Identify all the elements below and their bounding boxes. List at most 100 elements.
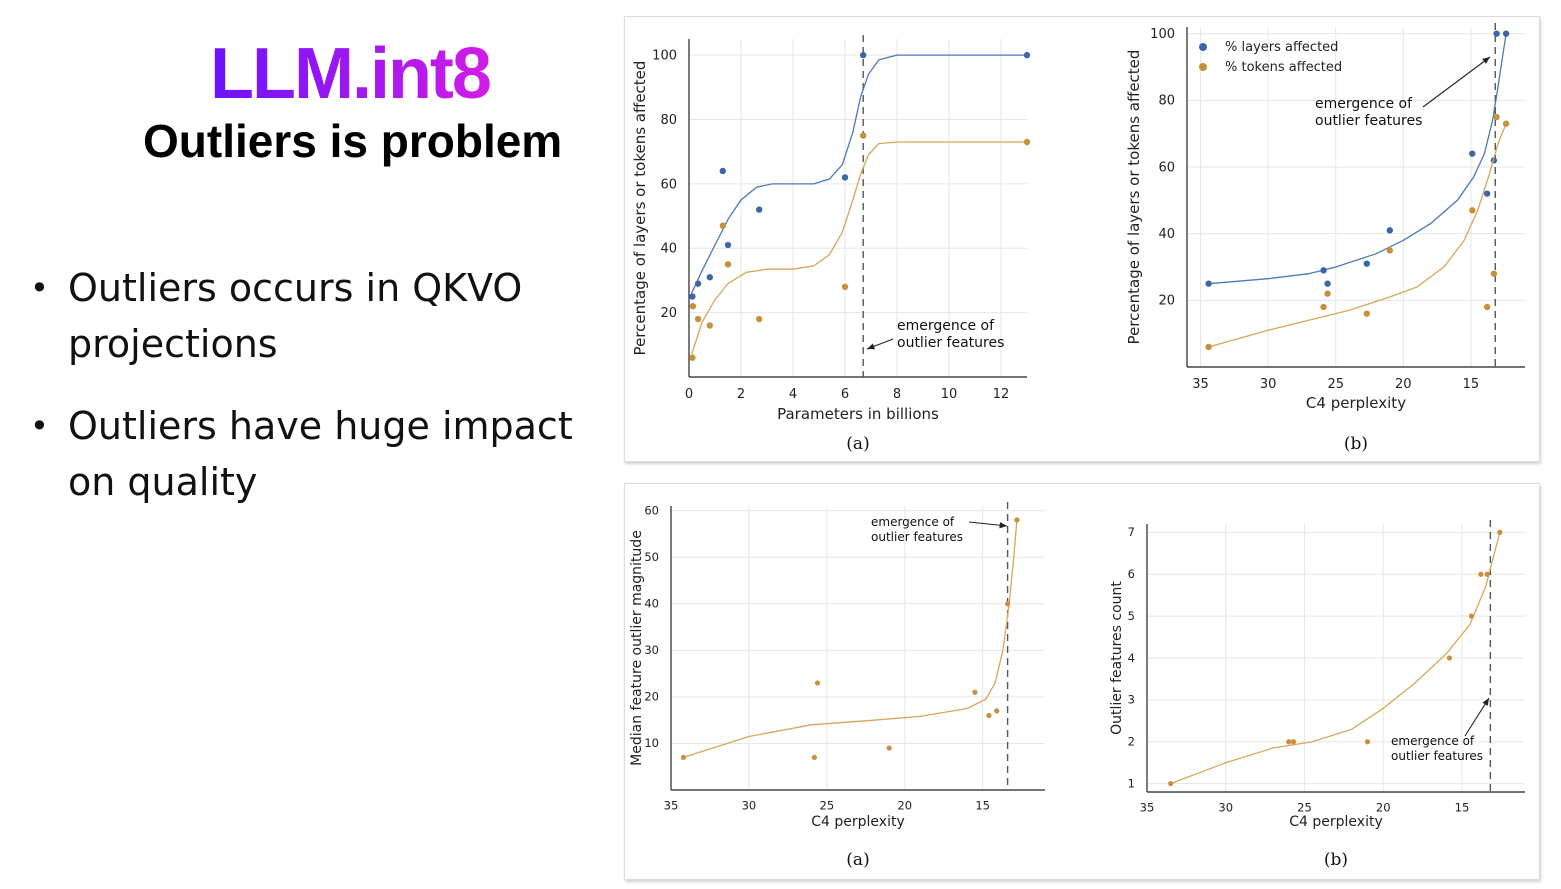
data-point-orange [1386, 247, 1393, 254]
data-point-blue [1483, 190, 1491, 197]
series-curve-orange [690, 141, 1027, 355]
data-point-orange [1205, 343, 1212, 351]
emergence-annotation: emergence of outlier features [897, 318, 1004, 351]
data-point-orange [1493, 113, 1500, 121]
data-point-orange [1168, 781, 1174, 787]
chart-median-outlier-magnitude: 35 30 25 20 15 10 20 30 40 50 60 C4 perplexity Media… [629, 502, 1045, 870]
annotation-arrow [1422, 56, 1491, 108]
x-tick-label: 20 [897, 799, 912, 813]
bullet-item: Outliers have huge impact on quality [30, 398, 600, 510]
data-point-orange [689, 354, 696, 361]
x-tick-label: 15 [1463, 377, 1480, 392]
annotation-arrowhead [1482, 57, 1490, 64]
data-point-orange [841, 283, 849, 291]
x-tick-label: 30 [1218, 801, 1233, 815]
data-point-orange [719, 222, 726, 229]
data-point-orange [986, 712, 992, 719]
data-point-blue [756, 206, 763, 213]
y-tick-label: 3 [1128, 693, 1135, 707]
data-point-blue [1386, 227, 1393, 234]
y-tick-label: 6 [1128, 567, 1135, 581]
data-point-blue [724, 241, 732, 249]
figure-caption: (a) [846, 434, 869, 454]
y-tick-label: 30 [644, 643, 659, 657]
data-point-orange [994, 708, 1000, 714]
legend-label: % tokens affected [1225, 60, 1342, 75]
x-tick-label: 30 [1260, 377, 1277, 392]
data-point-orange [1490, 270, 1498, 277]
y-tick-label: 7 [1128, 525, 1135, 539]
figure-panel-top: 0 2 4 6 8 10 12 20 40 60 80 100 Parameters in billio… [624, 16, 1540, 462]
y-tick-label: 60 [1158, 160, 1175, 175]
x-axis-label: C4 perplexity [1289, 814, 1382, 830]
y-tick-label: 100 [1150, 27, 1175, 42]
annotation-arrowhead [999, 522, 1007, 529]
legend-marker-orange [1199, 63, 1207, 71]
figure-panel-bottom: 35 30 25 20 15 10 20 30 40 50 60 C4 perplexity Media… [624, 483, 1540, 880]
y-axis-label: Percentage of layers or tokens affected [1125, 50, 1143, 345]
y-tick-label: 60 [644, 503, 659, 517]
x-tick-label: 15 [975, 799, 990, 813]
annotation-arrowhead [867, 343, 875, 350]
data-point-orange [811, 754, 817, 761]
legend-marker-blue [1199, 43, 1207, 51]
x-tick-label: 4 [789, 387, 797, 402]
data-point-orange [1468, 613, 1475, 619]
data-point-orange [1320, 303, 1327, 311]
figure-caption: (b) [1344, 434, 1368, 454]
y-tick-label: 1 [1128, 776, 1135, 790]
data-point-orange [1483, 303, 1491, 311]
y-tick-label: 60 [660, 177, 677, 192]
y-axis-label: Percentage of layers or tokens affected [631, 61, 649, 356]
data-point-orange [1484, 571, 1490, 577]
data-point-blue [1324, 280, 1331, 287]
y-tick-label: 4 [1128, 651, 1135, 665]
y-tick-label: 50 [644, 550, 659, 564]
data-point-orange [1446, 655, 1452, 661]
x-tick-label: 8 [893, 387, 901, 402]
x-tick-label: 12 [993, 387, 1010, 402]
series-curve-blue [1208, 33, 1507, 285]
x-tick-label: 35 [1140, 801, 1155, 815]
series-curve-blue [691, 54, 1027, 294]
emergence-annotation: emergence of outlier features [1391, 734, 1483, 763]
y-tick-label: 5 [1128, 609, 1135, 623]
data-point-orange [756, 315, 763, 323]
y-tick-label: 100 [652, 48, 677, 63]
annotation-arrowhead [1482, 698, 1489, 706]
series-curve-orange [1170, 532, 1501, 785]
x-tick-label: 2 [737, 387, 745, 402]
data-point-blue [719, 167, 726, 175]
x-tick-label: 35 [664, 799, 679, 813]
data-point-orange [814, 680, 821, 686]
y-tick-label: 80 [660, 113, 677, 128]
data-point-orange [1469, 207, 1476, 214]
data-point-blue [689, 293, 696, 300]
slide-subtitle: Outliers is problem [143, 115, 563, 167]
data-point-orange [689, 302, 697, 310]
x-tick-label: 20 [1376, 801, 1391, 815]
y-tick-label: 40 [660, 242, 677, 257]
data-point-blue [1493, 30, 1500, 37]
data-point-blue [1205, 280, 1212, 287]
data-point-orange [680, 754, 687, 761]
data-point-orange [1363, 310, 1371, 317]
data-point-blue [1502, 30, 1510, 37]
data-point-orange [886, 745, 892, 751]
data-point-orange [724, 261, 732, 268]
x-axis-label: Parameters in billions [777, 405, 939, 423]
x-tick-label: 25 [1297, 801, 1312, 815]
annotation-arrow [1464, 697, 1490, 737]
x-tick-label: 6 [841, 387, 849, 402]
y-tick-label: 2 [1128, 735, 1135, 749]
x-axis-label: C4 perplexity [811, 814, 904, 830]
x-tick-label: 0 [685, 387, 693, 402]
series-curve-orange [683, 519, 1018, 759]
data-point-orange [1023, 138, 1031, 146]
data-point-orange [694, 315, 702, 323]
data-point-orange [1478, 571, 1484, 577]
x-tick-label: 15 [1455, 801, 1470, 815]
y-tick-label: 10 [644, 736, 659, 750]
data-point-blue [1469, 150, 1476, 157]
emergence-annotation: emergence of outlier features [1315, 96, 1422, 129]
